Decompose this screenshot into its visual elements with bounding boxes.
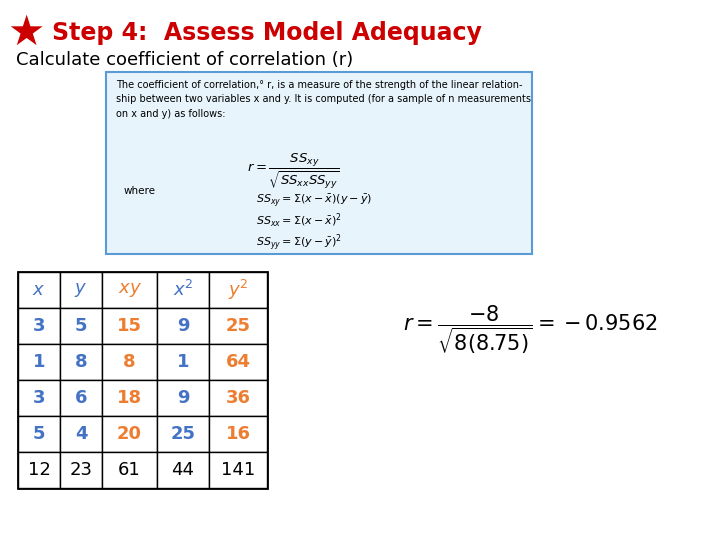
Text: 141: 141	[221, 461, 255, 479]
Text: $SS_{xy} = \Sigma(x - \bar{x})(y - \bar{y})$: $SS_{xy} = \Sigma(x - \bar{x})(y - \bar{…	[256, 192, 372, 208]
Text: 12: 12	[27, 461, 50, 479]
Text: 25: 25	[171, 425, 196, 443]
Text: $y$: $y$	[74, 281, 88, 299]
Bar	[157, 308, 209, 344]
Bar	[18, 272, 267, 488]
Text: ★: ★	[7, 12, 45, 54]
Text: 8: 8	[123, 353, 136, 371]
Text: 5: 5	[32, 425, 45, 443]
Text: $xy$: $xy$	[117, 281, 142, 299]
Text: 64: 64	[225, 353, 251, 371]
Text: 9: 9	[176, 317, 189, 335]
Text: $y^2$: $y^2$	[228, 278, 248, 302]
Text: 15: 15	[117, 317, 142, 335]
Bar	[102, 272, 157, 308]
Bar	[157, 272, 209, 308]
Bar	[209, 380, 267, 416]
Bar	[102, 380, 157, 416]
Text: The coefficient of correlation,° r, is a measure of the strength of the linear r: The coefficient of correlation,° r, is a…	[116, 80, 531, 119]
Bar	[102, 344, 157, 380]
Text: $x^2$: $x^2$	[173, 280, 194, 300]
Text: 9: 9	[176, 389, 189, 407]
Text: 3: 3	[32, 317, 45, 335]
Text: 36: 36	[225, 389, 251, 407]
Text: 61: 61	[118, 461, 141, 479]
Bar	[60, 344, 102, 380]
Bar	[209, 416, 267, 452]
Bar	[209, 452, 267, 488]
Text: 1: 1	[32, 353, 45, 371]
Text: 3: 3	[32, 389, 45, 407]
Bar	[18, 452, 60, 488]
Text: 5: 5	[75, 317, 87, 335]
Text: 16: 16	[225, 425, 251, 443]
Bar	[60, 416, 102, 452]
FancyBboxPatch shape	[106, 72, 532, 254]
Text: 23: 23	[70, 461, 92, 479]
Bar	[18, 380, 60, 416]
Text: $r = \dfrac{-8}{\sqrt{8(8.75)}} = -0.9562$: $r = \dfrac{-8}{\sqrt{8(8.75)}} = -0.956…	[402, 303, 657, 356]
Text: where: where	[124, 186, 156, 196]
Bar	[18, 344, 60, 380]
Bar	[157, 416, 209, 452]
Bar	[157, 380, 209, 416]
Text: Step 4:  Assess Model Adequacy: Step 4: Assess Model Adequacy	[52, 21, 482, 45]
Bar	[18, 308, 60, 344]
Bar	[102, 452, 157, 488]
Bar	[18, 272, 60, 308]
Bar	[209, 272, 267, 308]
Text: 4: 4	[75, 425, 87, 443]
Bar	[157, 344, 209, 380]
Text: $SS_{xx} = \Sigma(x - \bar{x})^2$: $SS_{xx} = \Sigma(x - \bar{x})^2$	[256, 212, 342, 230]
Text: 6: 6	[75, 389, 87, 407]
Text: 20: 20	[117, 425, 142, 443]
Text: 8: 8	[75, 353, 87, 371]
Bar	[102, 308, 157, 344]
Bar	[60, 308, 102, 344]
Bar	[209, 308, 267, 344]
Text: $SS_{yy} = \Sigma(y - \bar{y})^2$: $SS_{yy} = \Sigma(y - \bar{y})^2$	[256, 232, 342, 253]
Bar	[60, 272, 102, 308]
Text: Calculate coefficient of correlation (r): Calculate coefficient of correlation (r)	[16, 51, 354, 69]
Text: 44: 44	[171, 461, 194, 479]
Text: 25: 25	[225, 317, 251, 335]
Bar	[102, 416, 157, 452]
Bar	[209, 344, 267, 380]
Bar	[157, 452, 209, 488]
Bar	[60, 452, 102, 488]
Bar	[18, 416, 60, 452]
Text: $x$: $x$	[32, 281, 45, 299]
Bar	[60, 380, 102, 416]
Text: 18: 18	[117, 389, 142, 407]
Text: 1: 1	[176, 353, 189, 371]
Text: $r = \dfrac{SS_{xy}}{\sqrt{SS_{xx}SS_{yy}}}$: $r = \dfrac{SS_{xy}}{\sqrt{SS_{xx}SS_{yy…	[246, 152, 339, 191]
